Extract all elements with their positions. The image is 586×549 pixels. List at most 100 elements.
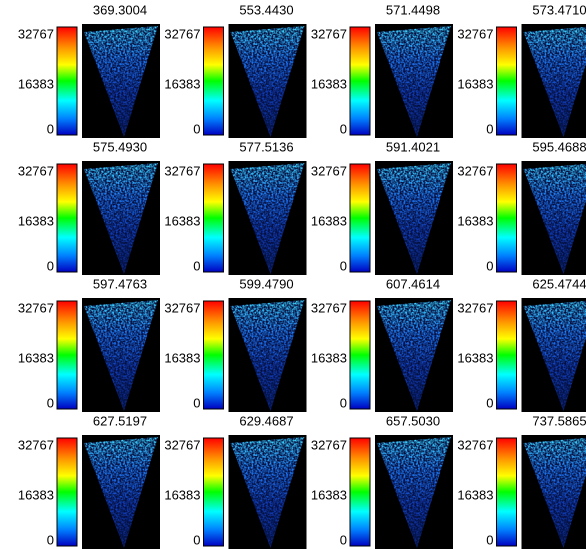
panel: 629.4687 32767 16383 0 bbox=[164, 413, 307, 549]
image-speckle bbox=[230, 300, 305, 411]
colorbar-tick-label: 16383 bbox=[457, 350, 493, 365]
colorbar bbox=[496, 26, 517, 136]
colorbar-tick-label: 16383 bbox=[164, 76, 200, 91]
panel: 595.4688 32767 16383 0 bbox=[457, 139, 586, 275]
colorbar-tick-label: 16383 bbox=[311, 487, 347, 502]
image-speckle bbox=[377, 300, 451, 411]
colorbar bbox=[496, 437, 517, 547]
colorbar-tick-label: 16383 bbox=[164, 213, 200, 228]
colorbar-tick-label: 32767 bbox=[18, 163, 54, 178]
image-speckle bbox=[84, 26, 158, 137]
colorbar-tick-label: 0 bbox=[193, 121, 200, 136]
colorbar-tick-label: 32767 bbox=[457, 26, 493, 41]
panel-title: 657.5030 bbox=[386, 413, 440, 428]
panel: 737.5865 32767 16383 0 bbox=[457, 413, 586, 549]
panel: 607.4614 32767 16383 0 bbox=[311, 276, 453, 412]
colorbar-tick-label: 16383 bbox=[311, 213, 347, 228]
colorbar bbox=[56, 163, 78, 273]
colorbar bbox=[203, 300, 224, 410]
colorbar-tick-label: 0 bbox=[486, 395, 493, 410]
colorbar-tick-label: 16383 bbox=[18, 76, 54, 91]
image-speckle bbox=[523, 437, 586, 548]
colorbar bbox=[56, 300, 78, 410]
colorbar bbox=[56, 26, 78, 136]
colorbar-tick-label: 32767 bbox=[457, 437, 493, 452]
image-speckle bbox=[523, 26, 586, 137]
panel-title: 575.4930 bbox=[93, 139, 147, 154]
colorbar-tick-label: 32767 bbox=[164, 300, 200, 315]
colorbar-tick-label: 0 bbox=[193, 395, 200, 410]
colorbar-tick-label: 16383 bbox=[457, 213, 493, 228]
image-speckle bbox=[84, 300, 158, 411]
colorbar-tick-label: 32767 bbox=[311, 26, 347, 41]
colorbar-tick-label: 32767 bbox=[164, 26, 200, 41]
panel-title: 577.5136 bbox=[239, 139, 293, 154]
panel: 575.4930 32767 16383 0 bbox=[18, 139, 160, 275]
colorbar-tick-label: 0 bbox=[486, 121, 493, 136]
colorbar-tick-label: 0 bbox=[340, 532, 347, 547]
colorbar-tick-label: 16383 bbox=[457, 487, 493, 502]
colorbar-tick-label: 32767 bbox=[311, 163, 347, 178]
panel-title: 573.4710 bbox=[532, 2, 586, 17]
panel-title: 607.4614 bbox=[386, 276, 440, 291]
panel: 657.5030 32767 16383 0 bbox=[311, 413, 453, 549]
colorbar-tick-label: 32767 bbox=[311, 437, 347, 452]
colorbar-tick-label: 32767 bbox=[457, 300, 493, 315]
panel: 577.5136 32767 16383 0 bbox=[164, 139, 307, 275]
colorbar bbox=[496, 300, 517, 410]
colorbar-tick-label: 32767 bbox=[164, 163, 200, 178]
image-speckle bbox=[230, 437, 305, 548]
image-speckle bbox=[377, 163, 451, 274]
colorbar bbox=[56, 437, 78, 547]
colorbar-tick-label: 0 bbox=[486, 258, 493, 273]
panel-title: 625.4744 bbox=[532, 276, 586, 291]
panel-title: 595.4688 bbox=[532, 139, 586, 154]
image-speckle bbox=[84, 163, 158, 274]
colorbar-tick-label: 16383 bbox=[311, 350, 347, 365]
colorbar-tick-label: 32767 bbox=[18, 300, 54, 315]
panel-title: 629.4687 bbox=[239, 413, 293, 428]
image-speckle bbox=[84, 437, 158, 548]
image-speckle bbox=[523, 300, 586, 411]
colorbar-tick-label: 32767 bbox=[18, 437, 54, 452]
colorbar-tick-label: 16383 bbox=[164, 487, 200, 502]
colorbar bbox=[496, 163, 517, 273]
panel: 627.5197 32767 16383 0 bbox=[18, 413, 160, 549]
colorbar-tick-label: 0 bbox=[47, 121, 54, 136]
colorbar-tick-label: 32767 bbox=[164, 437, 200, 452]
panel-title: 597.4763 bbox=[93, 276, 147, 291]
colorbar bbox=[203, 163, 224, 273]
image-speckle bbox=[377, 26, 451, 137]
colorbar-tick-label: 32767 bbox=[18, 26, 54, 41]
colorbar-tick-label: 0 bbox=[47, 532, 54, 547]
panel-title: 571.4498 bbox=[386, 2, 440, 17]
colorbar-tick-label: 32767 bbox=[311, 300, 347, 315]
panel-title: 369.3004 bbox=[93, 2, 147, 17]
panel: 599.4790 32767 16383 0 bbox=[164, 276, 307, 412]
colorbar-tick-label: 0 bbox=[47, 258, 54, 273]
panel-title: 591.4021 bbox=[386, 139, 440, 154]
colorbar-tick-label: 0 bbox=[193, 532, 200, 547]
colorbar bbox=[203, 26, 224, 136]
image-speckle bbox=[230, 26, 305, 137]
colorbar bbox=[349, 26, 371, 136]
colorbar-tick-label: 32767 bbox=[457, 163, 493, 178]
panel: 553.4430 32767 16383 0 bbox=[164, 2, 307, 138]
colorbar-tick-label: 16383 bbox=[164, 350, 200, 365]
colorbar-tick-label: 0 bbox=[340, 121, 347, 136]
panel: 625.4744 32767 16383 0 bbox=[457, 276, 586, 412]
image-speckle bbox=[377, 437, 451, 548]
colorbar bbox=[203, 437, 224, 547]
colorbar-tick-label: 16383 bbox=[18, 213, 54, 228]
panel-title: 737.5865 bbox=[532, 413, 586, 428]
panel: 597.4763 32767 16383 0 bbox=[18, 276, 160, 412]
colorbar-tick-label: 0 bbox=[486, 532, 493, 547]
colorbar-tick-label: 16383 bbox=[18, 487, 54, 502]
panel-title: 599.4790 bbox=[239, 276, 293, 291]
colorbar-tick-label: 16383 bbox=[18, 350, 54, 365]
panel: 571.4498 32767 16383 0 bbox=[311, 2, 453, 138]
colorbar-tick-label: 0 bbox=[340, 258, 347, 273]
panel-title: 627.5197 bbox=[93, 413, 147, 428]
